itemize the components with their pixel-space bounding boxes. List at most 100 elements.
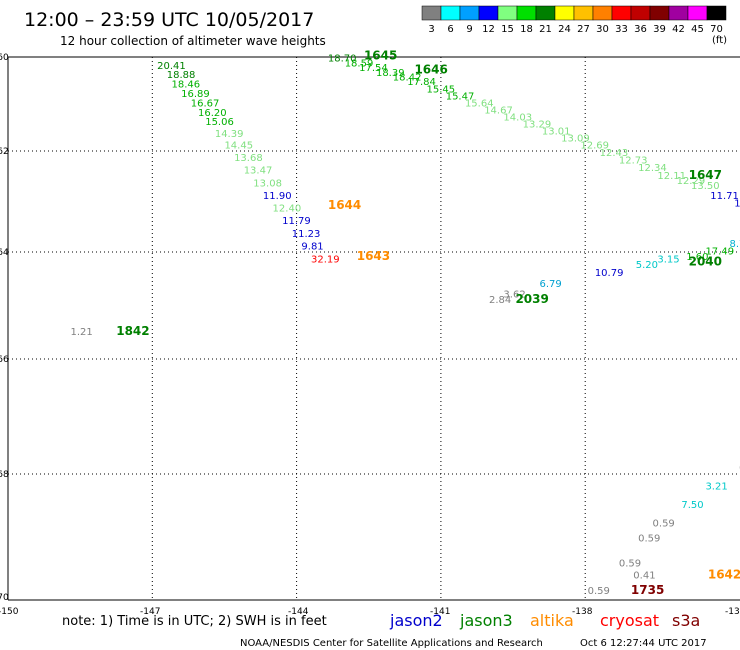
wave-height-label: 13.68 <box>234 153 263 164</box>
lon-label: -150 <box>0 607 19 617</box>
legend-swatch <box>649 5 670 21</box>
wave-height-label: 11.46 <box>734 199 740 210</box>
wave-height-label: 0.41 <box>633 571 655 582</box>
legend-swatch <box>668 5 689 21</box>
wave-height-label: 12.40 <box>273 204 302 215</box>
pass-time-label: 2040 <box>689 254 722 268</box>
wave-height-label: 15.64 <box>465 98 494 109</box>
pass-time-label: 1647 <box>689 168 722 182</box>
wave-height-label: 18.88 <box>167 70 196 81</box>
wave-height-label: 17.49 <box>705 247 734 258</box>
wave-height-label: 12.69 <box>580 141 609 152</box>
pass-time-label: 1642 <box>708 568 740 582</box>
legend-label: 3 <box>428 24 434 35</box>
wave-height-label: 9.81 <box>301 241 323 252</box>
legend-label: 45 <box>691 24 704 35</box>
lon-label: -13 <box>725 607 740 617</box>
pass-time-label: 1645 <box>364 48 397 62</box>
legend-label: 39 <box>653 24 666 35</box>
legend-swatch <box>421 5 442 21</box>
wave-height-label: 18.39 <box>376 68 405 79</box>
gridlines <box>8 57 740 600</box>
lon-label: -141 <box>430 607 450 617</box>
wave-height-label: 0.59 <box>653 518 675 529</box>
wave-height-label: 7.50 <box>681 500 703 511</box>
legend-unit: (ft) <box>712 35 727 46</box>
lat-label: -70 <box>0 593 9 603</box>
wave-height-label: 16.89 <box>181 89 210 100</box>
lat-label: -66 <box>0 355 9 365</box>
legend-label: 70 <box>710 24 723 35</box>
pass-time-label: 2039 <box>515 292 548 306</box>
lon-label: -144 <box>288 607 309 617</box>
wave-height-label: 18.59 <box>345 58 374 69</box>
wave-height-label: 1.21 <box>71 327 93 338</box>
wave-height-label: 3.15 <box>657 255 679 266</box>
lat-label: -64 <box>0 248 9 258</box>
lon-label: -138 <box>572 607 593 617</box>
lon-label: -147 <box>140 607 160 617</box>
wave-height-label: 13.08 <box>253 178 282 189</box>
legend-label: 33 <box>615 24 628 35</box>
plot-area <box>7 56 740 601</box>
legend-label: 30 <box>596 24 609 35</box>
legend-swatch <box>554 5 575 21</box>
wave-height-label: 3.21 <box>705 481 727 492</box>
legend-label: 9 <box>466 24 472 35</box>
pass-time-label: 1735 <box>631 583 664 597</box>
wave-height-label: 16.67 <box>191 98 220 109</box>
wave-height-label: 11.79 <box>282 216 311 227</box>
satellite-name: cryosat <box>600 611 659 630</box>
wave-height-label: 14.39 <box>215 129 244 140</box>
legend-label: 18 <box>520 24 533 35</box>
legend-swatch <box>592 5 613 21</box>
wave-height-label: 17.54 <box>359 63 388 74</box>
wave-height-label: 18.46 <box>172 80 201 91</box>
legend-label: 24 <box>558 24 571 35</box>
wave-height-label: 20.41 <box>157 61 186 72</box>
wave-height-label: 2.84 <box>489 295 511 306</box>
wave-height-label: 14.03 <box>503 112 532 123</box>
legend-label: 12 <box>482 24 495 35</box>
wave-height-label: 12.43 <box>600 148 629 159</box>
wave-height-label: 3.62 <box>503 289 525 300</box>
wave-height-label: 13.47 <box>244 166 273 177</box>
wave-height-label: 13.01 <box>542 127 571 138</box>
wave-height-label: 15.45 <box>426 84 455 95</box>
pass-time-label: 1644 <box>328 198 361 212</box>
pass-time-label: 1643 <box>357 249 390 263</box>
legend-swatch <box>573 5 594 21</box>
wave-height-label: 11.90 <box>263 191 292 202</box>
pass-time-label: 1842 <box>116 324 149 338</box>
legend-label: 15 <box>501 24 514 35</box>
legend-swatch <box>459 5 480 21</box>
legend-swatch <box>516 5 537 21</box>
satellite-legend: jason2 jason3 altika cryosat s3a <box>389 611 700 630</box>
wave-height-label: 12.34 <box>638 163 667 174</box>
pass-time-labels: 1645 1646 1647 1644 1643 2039 2040 1842 1642 1735 <box>116 48 740 597</box>
legend-swatch <box>478 5 499 21</box>
legend-swatch <box>497 5 518 21</box>
wave-height-label: 15.06 <box>205 117 234 128</box>
legend-label: 27 <box>577 24 590 35</box>
wave-height-label: 16.20 <box>198 108 227 119</box>
wave-height-label: 18.42 <box>393 73 422 84</box>
wave-height-labels: 20.4118.8818.4616.8916.6716.2015.0614.39… <box>71 54 740 597</box>
lat-label: -62 <box>0 147 9 157</box>
wave-height-label: 0.59 <box>619 558 641 569</box>
lat-label: -68 <box>0 470 9 480</box>
legend-swatch <box>630 5 651 21</box>
satellite-name: jason2 <box>389 611 443 630</box>
wave-height-label: 14.45 <box>224 141 253 152</box>
wave-height-label: 8.79 <box>730 239 740 250</box>
legend-swatch <box>706 5 727 21</box>
legend-label: 42 <box>672 24 685 35</box>
map-subtitle: 12 hour collection of altimeter wave hei… <box>60 34 326 48</box>
map-title: 12:00 – 23:59 UTC 10/05/2017 <box>24 9 314 31</box>
wave-height-label: 13.09 <box>561 134 590 145</box>
legend-swatch <box>687 5 708 21</box>
lat-label: -60 <box>0 53 9 63</box>
legend-swatch <box>535 5 556 21</box>
wave-height-label: 6.79 <box>540 279 562 290</box>
